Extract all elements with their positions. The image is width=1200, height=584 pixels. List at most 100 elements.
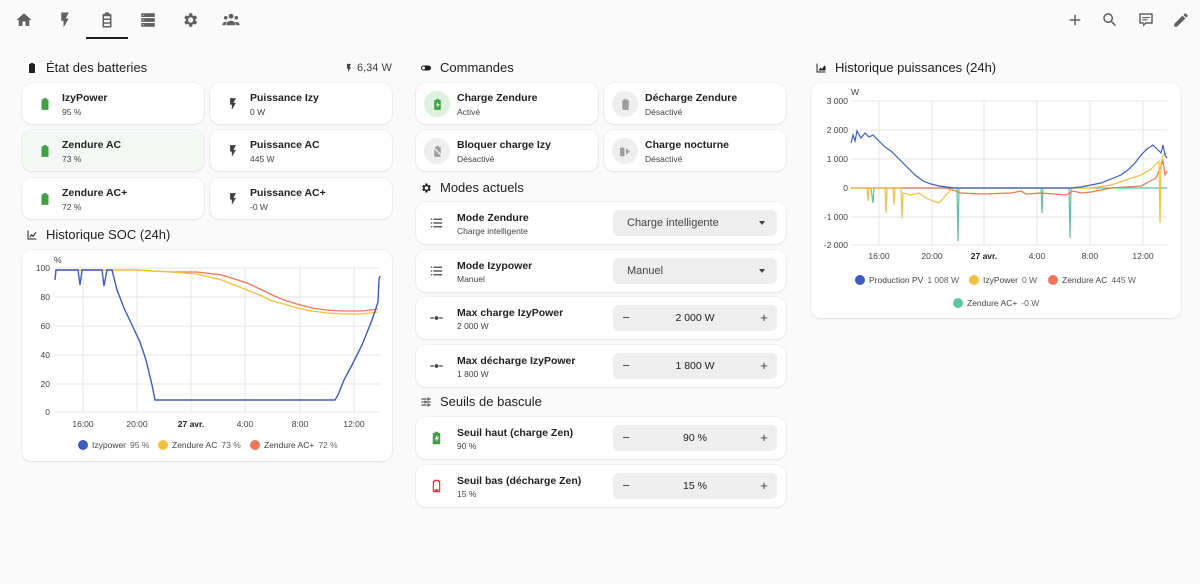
tune-icon	[421, 397, 431, 406]
soc-legend-zendure-ac-plus[interactable]: Zendure AC+ 72 %	[250, 440, 338, 450]
lightning-icon	[226, 192, 240, 206]
lightning-icon[interactable]	[55, 10, 75, 30]
battery-icon	[38, 144, 52, 158]
soc-xtick: 4:00	[237, 419, 254, 429]
comment-icon[interactable]	[1136, 10, 1156, 30]
decrement-button[interactable]: −	[622, 310, 630, 325]
mode-izypower-select[interactable]: Manuel	[613, 258, 777, 284]
tile-puissance-izy[interactable]: Puissance Izy 0 W	[210, 83, 392, 124]
battery-icon	[29, 62, 35, 73]
command-bloquer-charge-izy[interactable]: Bloquer charge Izy Désactivé	[416, 130, 598, 171]
command-decharge-zendure[interactable]: Décharge Zendure Désactivé	[604, 83, 786, 124]
slider-icon	[429, 359, 444, 374]
decrement-button[interactable]: −	[622, 478, 630, 493]
increment-button[interactable]: +	[760, 310, 768, 325]
caret-down-icon	[759, 269, 765, 273]
power-series-izypower	[851, 152, 1168, 224]
soc-xtick: 27 avr.	[178, 419, 204, 429]
power-ytick: 3 000	[827, 96, 849, 106]
top-bar	[0, 0, 1200, 40]
commands-section-title: Commandes	[420, 60, 514, 75]
power-series-zendure-ac	[851, 158, 1168, 196]
list-icon	[429, 216, 444, 231]
decrement-button[interactable]: −	[622, 430, 630, 445]
power-unit: W	[851, 87, 859, 97]
gear-icon[interactable]	[180, 10, 200, 30]
battery-icon[interactable]	[97, 10, 117, 30]
power-series-production-pv	[850, 129, 1168, 189]
soc-chart: % 100 80 60 40 20 0 16:00 20:00 27 avr. …	[36, 255, 381, 429]
soc-ytick: 60	[41, 321, 51, 331]
power-xtick: 8:00	[1082, 251, 1099, 261]
soc-series-izypower	[54, 269, 381, 401]
legend-dot	[158, 440, 168, 450]
battery-low-icon	[429, 479, 444, 494]
battery-discharge-icon	[612, 91, 638, 117]
power-ytick: 0	[843, 183, 848, 193]
seuil-bas-stepper: − 15 % +	[613, 473, 777, 499]
power-series-zendure-ac-plus	[851, 187, 1167, 242]
soc-unit: %	[54, 255, 62, 265]
power-ytick: -1 000	[824, 212, 848, 222]
home-icon[interactable]	[14, 10, 34, 30]
mode-zendure-select[interactable]: Charge intelligente	[613, 210, 777, 236]
chart-line-icon	[27, 230, 37, 239]
tile-puissance-ac-plus[interactable]: Puissance AC+ -0 W	[210, 178, 392, 219]
power-xtick: 27 avr.	[971, 251, 997, 261]
tile-izypower[interactable]: IzyPower 95 %	[22, 83, 204, 124]
chart-area-icon	[816, 63, 826, 72]
seuil-bas-value[interactable]: 15 %	[683, 480, 707, 492]
lightning-icon	[226, 97, 240, 111]
row-mode-izypower: Mode Izypower Manuel Manuel	[416, 250, 786, 292]
soc-series-zendure-ac	[54, 269, 379, 315]
power-xtick: 20:00	[921, 251, 943, 261]
tile-zendure-ac[interactable]: Zendure AC 73 %	[22, 130, 204, 171]
soc-legend-izypower[interactable]: Izypower 95 %	[78, 440, 149, 450]
soc-xtick: 12:00	[343, 419, 365, 429]
lightning-icon	[346, 63, 352, 73]
power-chart-card: W 3 000 2 000 1 000 0 -1 000 -2 000 16:0…	[811, 83, 1181, 318]
power-xtick: 4:00	[1029, 251, 1046, 261]
command-charge-zendure[interactable]: Charge Zendure Activé	[416, 83, 598, 124]
power-chart: W 3 000 2 000 1 000 0 -1 000 -2 000 16:0…	[824, 87, 1168, 261]
active-tab-indicator	[86, 37, 128, 39]
search-icon[interactable]	[1100, 10, 1120, 30]
power-legend-production-pv[interactable]: Production PV 1 008 W	[855, 275, 959, 285]
max-decharge-value[interactable]: 1 800 W	[675, 360, 715, 372]
list-icon	[429, 264, 444, 279]
soc-section-title: Historique SOC (24h)	[26, 227, 170, 242]
toggle-icon	[421, 65, 431, 70]
plus-icon[interactable]	[1065, 10, 1085, 30]
soc-xtick: 8:00	[292, 419, 309, 429]
decrement-button[interactable]: −	[622, 358, 630, 373]
server-icon[interactable]	[138, 10, 158, 30]
lightning-icon	[226, 144, 240, 158]
soc-legend-zendure-ac[interactable]: Zendure AC 73 %	[158, 440, 241, 450]
pencil-icon[interactable]	[1171, 10, 1191, 30]
command-charge-nocturne[interactable]: Charge nocturne Désactivé	[604, 130, 786, 171]
seuil-haut-value[interactable]: 90 %	[683, 432, 707, 444]
increment-button[interactable]: +	[760, 478, 768, 493]
tile-puissance-ac[interactable]: Puissance AC 445 W	[210, 130, 392, 171]
max-charge-value[interactable]: 2 000 W	[675, 312, 715, 324]
tile-zendure-ac-plus[interactable]: Zendure AC+ 72 %	[22, 178, 204, 219]
battery-night-icon	[612, 138, 638, 164]
battery-charging-icon	[424, 91, 450, 117]
increment-button[interactable]: +	[760, 430, 768, 445]
users-icon[interactable]	[221, 10, 241, 30]
power-section-title: Historique puissances (24h)	[815, 60, 996, 75]
power-legend-zendure-ac-plus[interactable]: Zendure AC+ -0 W	[953, 298, 1039, 308]
power-ytick: 1 000	[827, 154, 849, 164]
increment-button[interactable]: +	[760, 358, 768, 373]
batteries-section-title: État des batteries	[26, 60, 147, 75]
max-decharge-stepper: − 1 800 W +	[613, 353, 777, 379]
power-legend-izypower[interactable]: IzyPower 0 W	[969, 275, 1037, 285]
row-mode-zendure: Mode Zendure Charge intelligente Charge …	[416, 202, 786, 244]
soc-xtick: 20:00	[126, 419, 148, 429]
battery-off-icon	[424, 138, 450, 164]
slider-icon	[429, 311, 444, 326]
modes-section-title: Modes actuels	[420, 180, 524, 195]
power-legend-zendure-ac[interactable]: Zendure AC 445 W	[1048, 275, 1136, 285]
power-ytick: 2 000	[827, 125, 849, 135]
battery-icon	[38, 192, 52, 206]
